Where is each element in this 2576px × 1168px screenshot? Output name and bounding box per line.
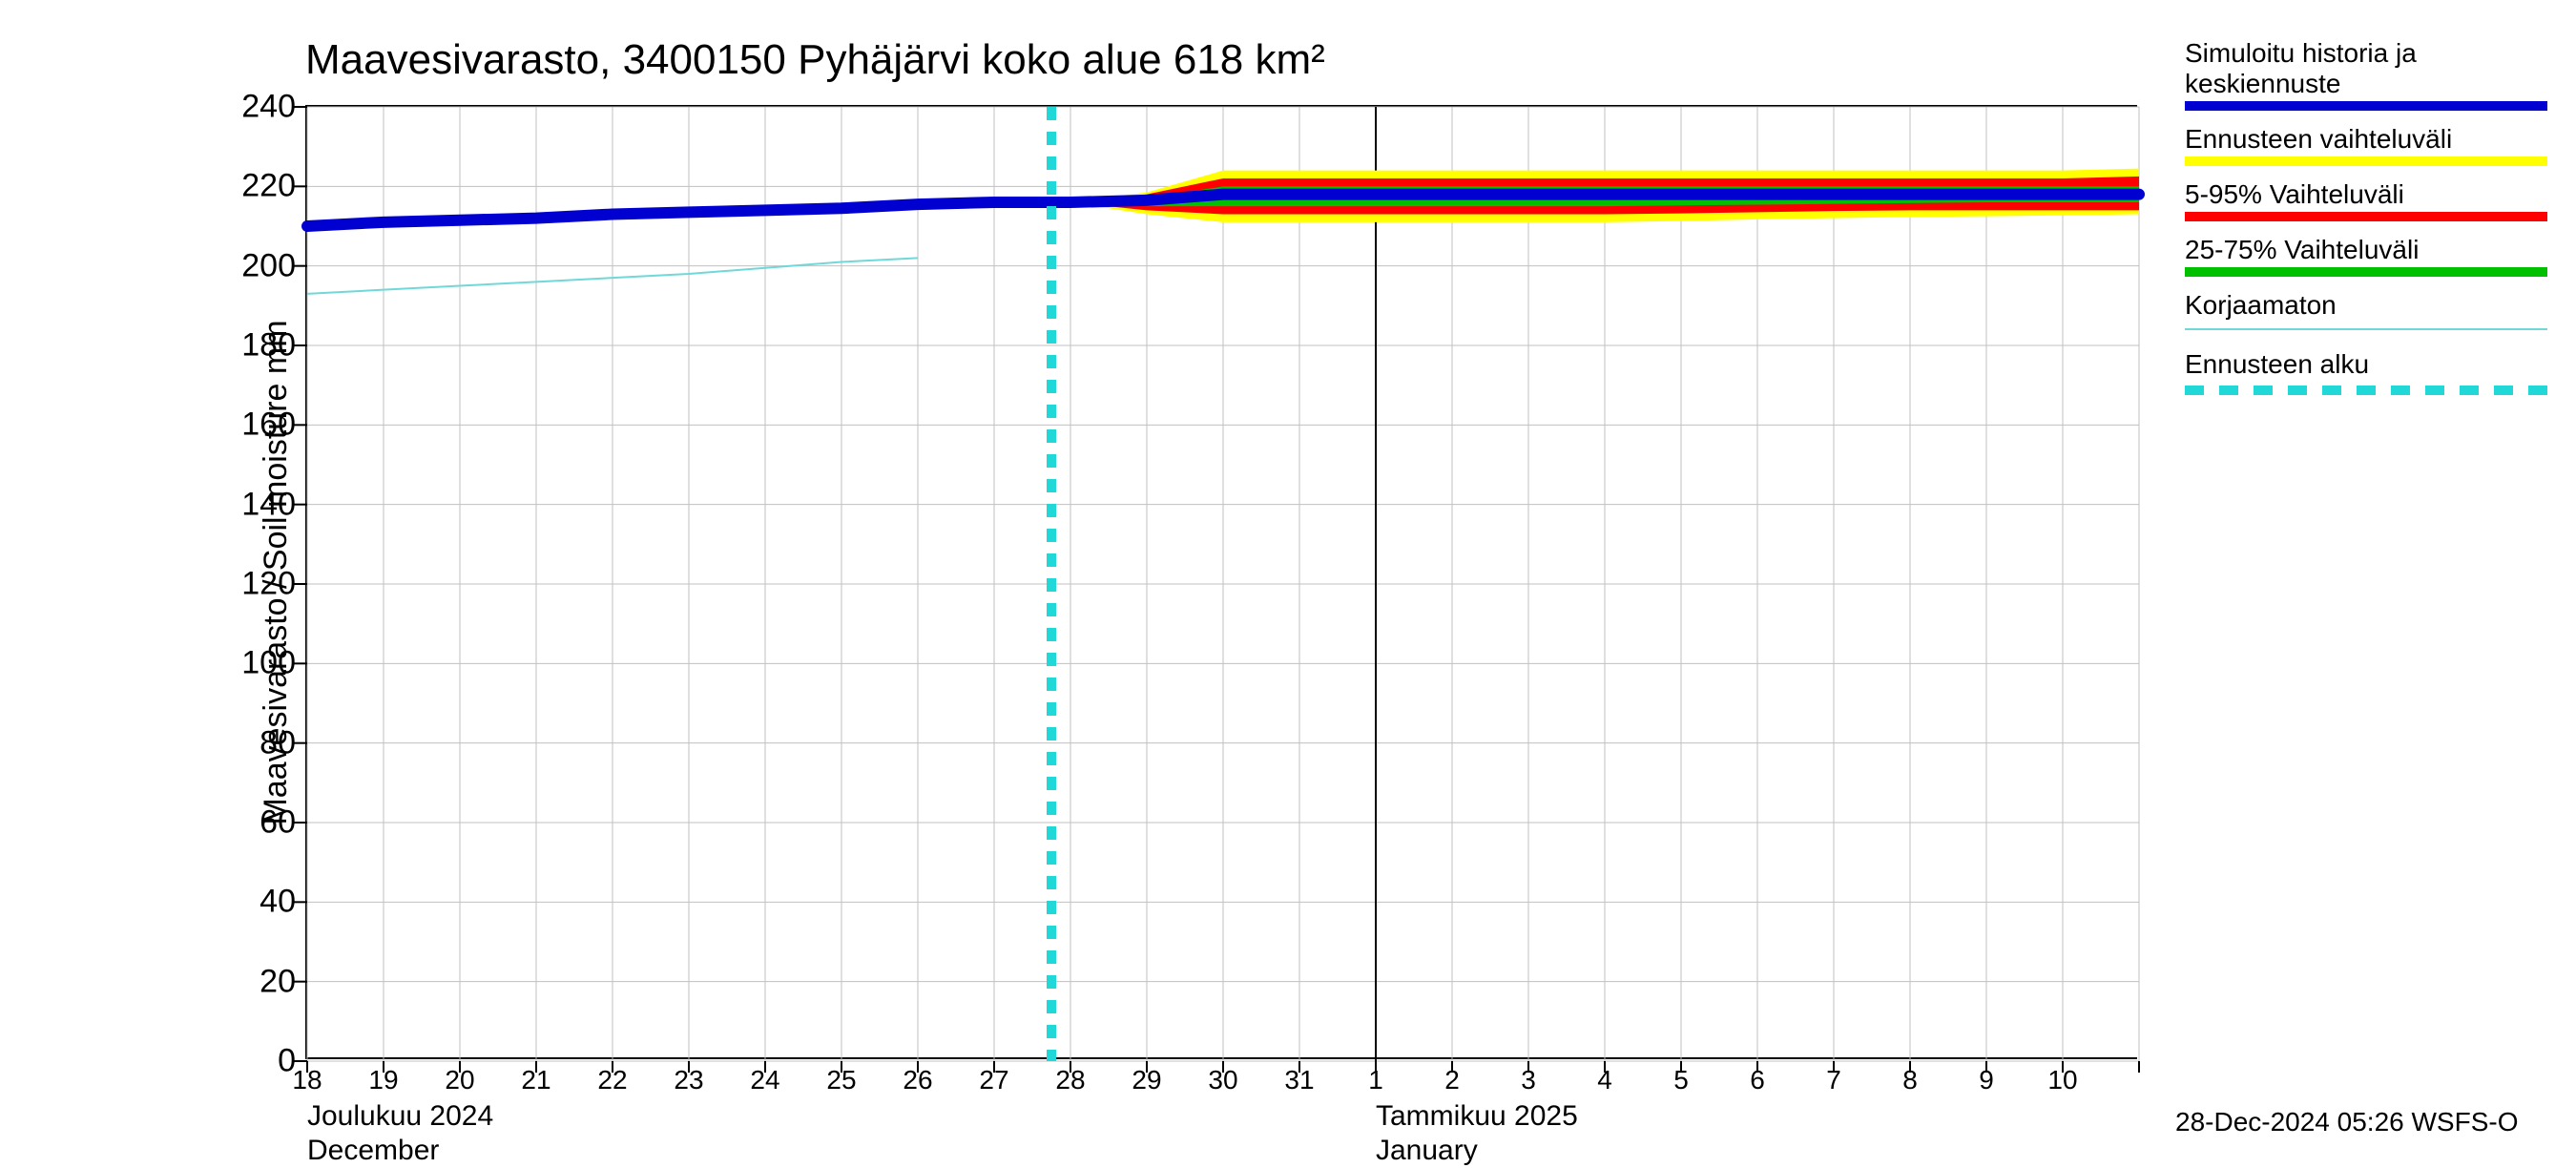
chart-svg bbox=[307, 107, 2139, 1061]
legend-label: Ennusteen alku bbox=[2185, 349, 2547, 380]
legend-item: 5-95% Vaihteluväli bbox=[2185, 179, 2547, 221]
legend-label: 5-95% Vaihteluväli bbox=[2185, 179, 2547, 210]
x-tick-label: 29 bbox=[1132, 1065, 1161, 1095]
y-tick-label: 160 bbox=[241, 407, 296, 444]
x-tick-label: 9 bbox=[1979, 1065, 1994, 1095]
x-tick-label: 8 bbox=[1902, 1065, 1918, 1095]
x-tick-label: 5 bbox=[1673, 1065, 1689, 1095]
legend-label: Korjaamaton bbox=[2185, 290, 2547, 321]
x-tick-label: 4 bbox=[1597, 1065, 1612, 1095]
x-tick-label: 25 bbox=[826, 1065, 856, 1095]
legend-swatch bbox=[2185, 267, 2547, 277]
x-tick-label: 6 bbox=[1750, 1065, 1765, 1095]
legend-label: Ennusteen vaihteluväli bbox=[2185, 124, 2547, 155]
y-tick-label: 100 bbox=[241, 645, 296, 682]
legend-swatch bbox=[2185, 328, 2547, 330]
y-tick-label: 140 bbox=[241, 486, 296, 523]
x-tick-label: 23 bbox=[674, 1065, 703, 1095]
y-tick-label: 40 bbox=[260, 884, 296, 921]
y-tick-label: 180 bbox=[241, 327, 296, 365]
x-tick-label: 2 bbox=[1444, 1065, 1460, 1095]
legend-item: Korjaamaton bbox=[2185, 290, 2547, 330]
x-tick-label: 27 bbox=[979, 1065, 1008, 1095]
legend-swatch bbox=[2185, 386, 2547, 395]
x-tick-label: 31 bbox=[1284, 1065, 1314, 1095]
legend-item: Simuloitu historia ja keskiennuste bbox=[2185, 38, 2547, 111]
y-tick-label: 200 bbox=[241, 247, 296, 284]
legend-swatch bbox=[2185, 156, 2547, 166]
x-tick-label: 21 bbox=[521, 1065, 551, 1095]
legend: Simuloitu historia ja keskiennuste Ennust… bbox=[2185, 38, 2547, 408]
footer-timestamp: 28-Dec-2024 05:26 WSFS-O bbox=[2175, 1107, 2519, 1137]
x-tick-label: 24 bbox=[750, 1065, 779, 1095]
y-tick-label: 120 bbox=[241, 566, 296, 603]
x-tick-label: 20 bbox=[445, 1065, 474, 1095]
y-tick-label: 240 bbox=[241, 89, 296, 126]
legend-label: 25-75% Vaihteluväli bbox=[2185, 235, 2547, 265]
x-tick-label: 26 bbox=[903, 1065, 932, 1095]
x-tick-label: 3 bbox=[1521, 1065, 1536, 1095]
legend-item: Ennusteen alku bbox=[2185, 349, 2547, 395]
legend-item: Ennusteen vaihteluväli bbox=[2185, 124, 2547, 166]
chart-title: Maavesivarasto, 3400150 Pyhäjärvi koko a… bbox=[305, 36, 1325, 84]
x-tick-label: 22 bbox=[597, 1065, 627, 1095]
x-tick-label: 10 bbox=[2047, 1065, 2077, 1095]
x-tick-label: 30 bbox=[1208, 1065, 1237, 1095]
x-tick-label: 7 bbox=[1826, 1065, 1841, 1095]
x-tick-label: 19 bbox=[368, 1065, 398, 1095]
legend-item: 25-75% Vaihteluväli bbox=[2185, 235, 2547, 277]
legend-swatch bbox=[2185, 212, 2547, 221]
chart-plot-area: 020406080100120140160180200220240 181920… bbox=[305, 105, 2137, 1059]
x-tick-label: 18 bbox=[292, 1065, 322, 1095]
y-tick-label: 60 bbox=[260, 804, 296, 842]
x-tick-label: 28 bbox=[1055, 1065, 1085, 1095]
month-label: Joulukuu 2024December bbox=[307, 1099, 493, 1168]
y-tick-label: 220 bbox=[241, 168, 296, 205]
legend-label: Simuloitu historia ja keskiennuste bbox=[2185, 38, 2547, 99]
page-root: Maavesivarasto / Soil moisture mm Maaves… bbox=[0, 0, 2576, 1145]
legend-swatch bbox=[2185, 101, 2547, 111]
month-label: Tammikuu 2025January bbox=[1376, 1099, 1578, 1168]
y-tick-label: 20 bbox=[260, 963, 296, 1000]
x-tick-label: 1 bbox=[1368, 1065, 1383, 1095]
y-tick-label: 80 bbox=[260, 724, 296, 761]
